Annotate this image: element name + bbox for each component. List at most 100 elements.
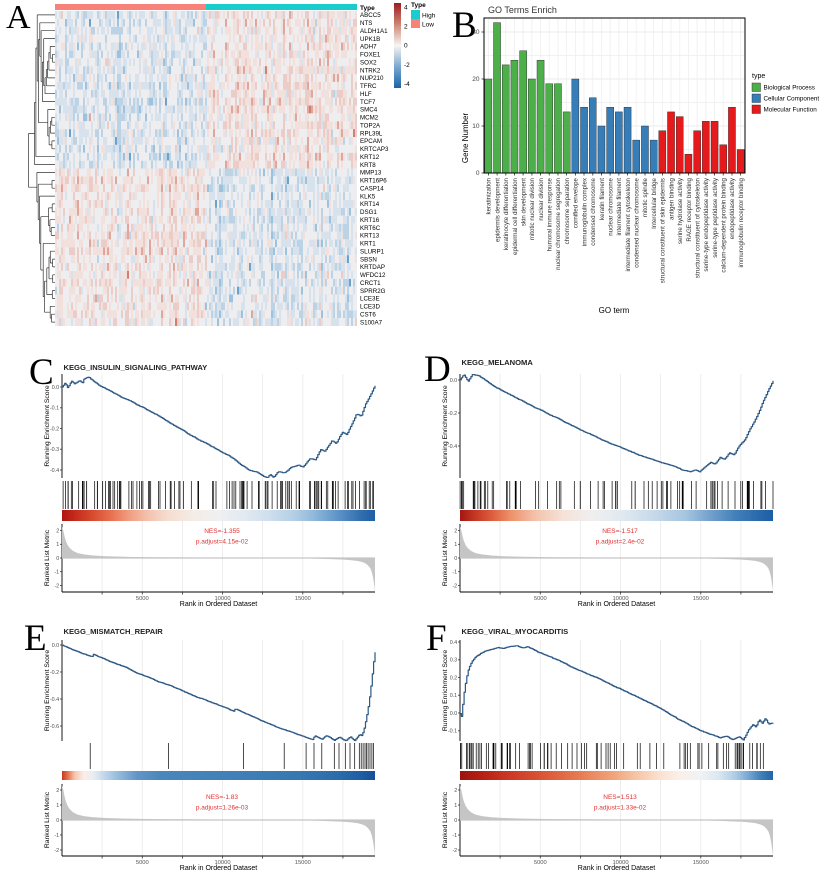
svg-text:TCF7: TCF7 xyxy=(360,99,376,106)
svg-text:keratinocyte differentiation: keratinocyte differentiation xyxy=(503,177,510,250)
svg-text:-0.1: -0.1 xyxy=(448,729,457,735)
svg-text:4: 4 xyxy=(404,4,408,11)
svg-text:1: 1 xyxy=(56,803,59,809)
svg-text:intermediate filament: intermediate filament xyxy=(616,178,623,236)
svg-text:antigen binding: antigen binding xyxy=(668,177,675,220)
svg-text:0: 0 xyxy=(56,556,59,562)
svg-text:MCM2: MCM2 xyxy=(360,115,379,122)
svg-text:1: 1 xyxy=(56,542,59,548)
svg-text:0.0: 0.0 xyxy=(450,711,458,717)
svg-text:0: 0 xyxy=(454,818,457,824)
svg-text:Type: Type xyxy=(360,5,375,12)
svg-text:-4: -4 xyxy=(404,81,410,88)
svg-text:5000: 5000 xyxy=(534,596,547,602)
svg-text:-2: -2 xyxy=(54,848,59,854)
svg-text:0: 0 xyxy=(404,43,408,50)
svg-text:15000: 15000 xyxy=(693,860,709,866)
svg-text:-0.2: -0.2 xyxy=(50,426,59,432)
svg-text:A: A xyxy=(6,0,31,36)
svg-text:10000: 10000 xyxy=(612,596,628,602)
svg-text:15000: 15000 xyxy=(295,860,311,866)
svg-text:-2: -2 xyxy=(404,62,410,69)
svg-text:Biological Process: Biological Process xyxy=(764,85,815,92)
svg-text:KRTDAP: KRTDAP xyxy=(360,264,385,271)
svg-text:-0.2: -0.2 xyxy=(50,670,59,676)
svg-text:p.adjust=1.33e-02: p.adjust=1.33e-02 xyxy=(594,805,647,812)
svg-text:TOP2A: TOP2A xyxy=(360,122,381,129)
svg-text:serine-type peptidase activity: serine-type peptidase activity xyxy=(712,177,719,258)
svg-text:Rank in Ordered Dataset: Rank in Ordered Dataset xyxy=(578,865,655,872)
svg-text:High: High xyxy=(422,13,436,20)
svg-text:D: D xyxy=(424,349,451,390)
svg-text:-1: -1 xyxy=(452,570,457,576)
svg-text:intermediate filament cytoskel: intermediate filament cytoskeleton xyxy=(625,177,632,271)
svg-text:KRTCAP3: KRTCAP3 xyxy=(360,146,389,153)
svg-text:mitotic spindle: mitotic spindle xyxy=(642,177,649,217)
svg-text:NTRK2: NTRK2 xyxy=(360,67,381,74)
svg-text:Running Enrichment Score: Running Enrichment Score xyxy=(442,385,449,466)
svg-text:WFDC12: WFDC12 xyxy=(360,272,386,279)
svg-text:KEGG_MISMATCH_REPAIR: KEGG_MISMATCH_REPAIR xyxy=(64,627,164,636)
svg-text:skin development: skin development xyxy=(520,178,527,226)
svg-text:KRT16: KRT16 xyxy=(360,217,380,224)
svg-text:-2: -2 xyxy=(54,583,59,589)
svg-text:Type: Type xyxy=(411,2,426,9)
svg-text:SMC4: SMC4 xyxy=(360,107,378,114)
svg-text:keratin filament: keratin filament xyxy=(599,178,606,220)
svg-text:immunoglobulin receptor bindin: immunoglobulin receptor binding xyxy=(738,177,745,267)
svg-text:UPK1B: UPK1B xyxy=(360,36,380,43)
svg-text:HLF: HLF xyxy=(360,91,372,98)
svg-text:Ranked List Metric: Ranked List Metric xyxy=(442,529,449,586)
svg-text:Rank in Ordered Dataset: Rank in Ordered Dataset xyxy=(180,601,257,608)
svg-text:KRT6C: KRT6C xyxy=(360,225,381,232)
svg-text:-0.1: -0.1 xyxy=(50,406,59,412)
svg-text:Ranked List Metric: Ranked List Metric xyxy=(44,791,51,848)
svg-text:calcium-dependent protein bind: calcium-dependent protein binding xyxy=(721,177,728,272)
svg-text:LCE3E: LCE3E xyxy=(360,296,380,303)
svg-text:NES=-1.355: NES=-1.355 xyxy=(204,528,240,535)
svg-text:immunoglobulin complex: immunoglobulin complex xyxy=(581,177,588,246)
svg-text:nuclear chromosome: nuclear chromosome xyxy=(607,177,614,235)
svg-text:5000: 5000 xyxy=(534,860,547,866)
svg-text:Intercellular bridge: Intercellular bridge xyxy=(651,177,658,228)
svg-text:0.4: 0.4 xyxy=(450,640,458,646)
svg-text:-0.3: -0.3 xyxy=(50,447,59,453)
svg-text:30: 30 xyxy=(472,29,480,36)
svg-text:epidermis development: epidermis development xyxy=(494,178,501,242)
svg-text:10000: 10000 xyxy=(612,860,628,866)
svg-text:KRT12: KRT12 xyxy=(360,154,380,161)
svg-text:mitotic nuclear division: mitotic nuclear division xyxy=(529,177,536,240)
svg-text:-1: -1 xyxy=(452,833,457,839)
svg-text:0.0: 0.0 xyxy=(52,643,60,649)
svg-text:5000: 5000 xyxy=(136,860,149,866)
svg-text:-1: -1 xyxy=(54,833,59,839)
svg-text:Gene Number: Gene Number xyxy=(461,113,470,164)
svg-text:structural constituent of skin: structural constituent of skin epidermis xyxy=(660,178,667,283)
svg-text:-2: -2 xyxy=(452,583,457,589)
svg-text:2: 2 xyxy=(454,788,457,794)
svg-text:Low: Low xyxy=(422,22,434,29)
svg-text:MMP13: MMP13 xyxy=(360,170,382,177)
svg-text:-0.4: -0.4 xyxy=(448,444,457,450)
svg-text:RPL39L: RPL39L xyxy=(360,130,383,137)
svg-text:0.2: 0.2 xyxy=(450,675,458,681)
svg-text:0.3: 0.3 xyxy=(450,658,458,664)
svg-text:C: C xyxy=(29,352,54,393)
svg-text:SLURP1: SLURP1 xyxy=(360,248,385,255)
svg-text:structural constituent of cyto: structural constituent of cytoskeleton xyxy=(694,177,701,278)
svg-text:20: 20 xyxy=(472,76,480,83)
svg-text:DSG1: DSG1 xyxy=(360,209,377,216)
svg-text:-0.4: -0.4 xyxy=(50,697,59,703)
svg-text:0.0: 0.0 xyxy=(450,378,458,384)
svg-text:Ranked List Metric: Ranked List Metric xyxy=(442,791,449,848)
svg-text:NUP210: NUP210 xyxy=(360,75,384,82)
svg-text:15000: 15000 xyxy=(295,596,311,602)
svg-text:GO Terms Enrich: GO Terms Enrich xyxy=(488,5,557,15)
svg-text:-0.2: -0.2 xyxy=(448,411,457,417)
svg-text:chromosome separation: chromosome separation xyxy=(564,177,571,244)
svg-text:RAGE receptor binding: RAGE receptor binding xyxy=(686,177,693,241)
svg-text:nuclear division: nuclear division xyxy=(538,177,545,220)
svg-text:CASP14: CASP14 xyxy=(360,185,384,192)
svg-text:2: 2 xyxy=(56,529,59,535)
svg-text:NES=-1.517: NES=-1.517 xyxy=(602,528,638,535)
